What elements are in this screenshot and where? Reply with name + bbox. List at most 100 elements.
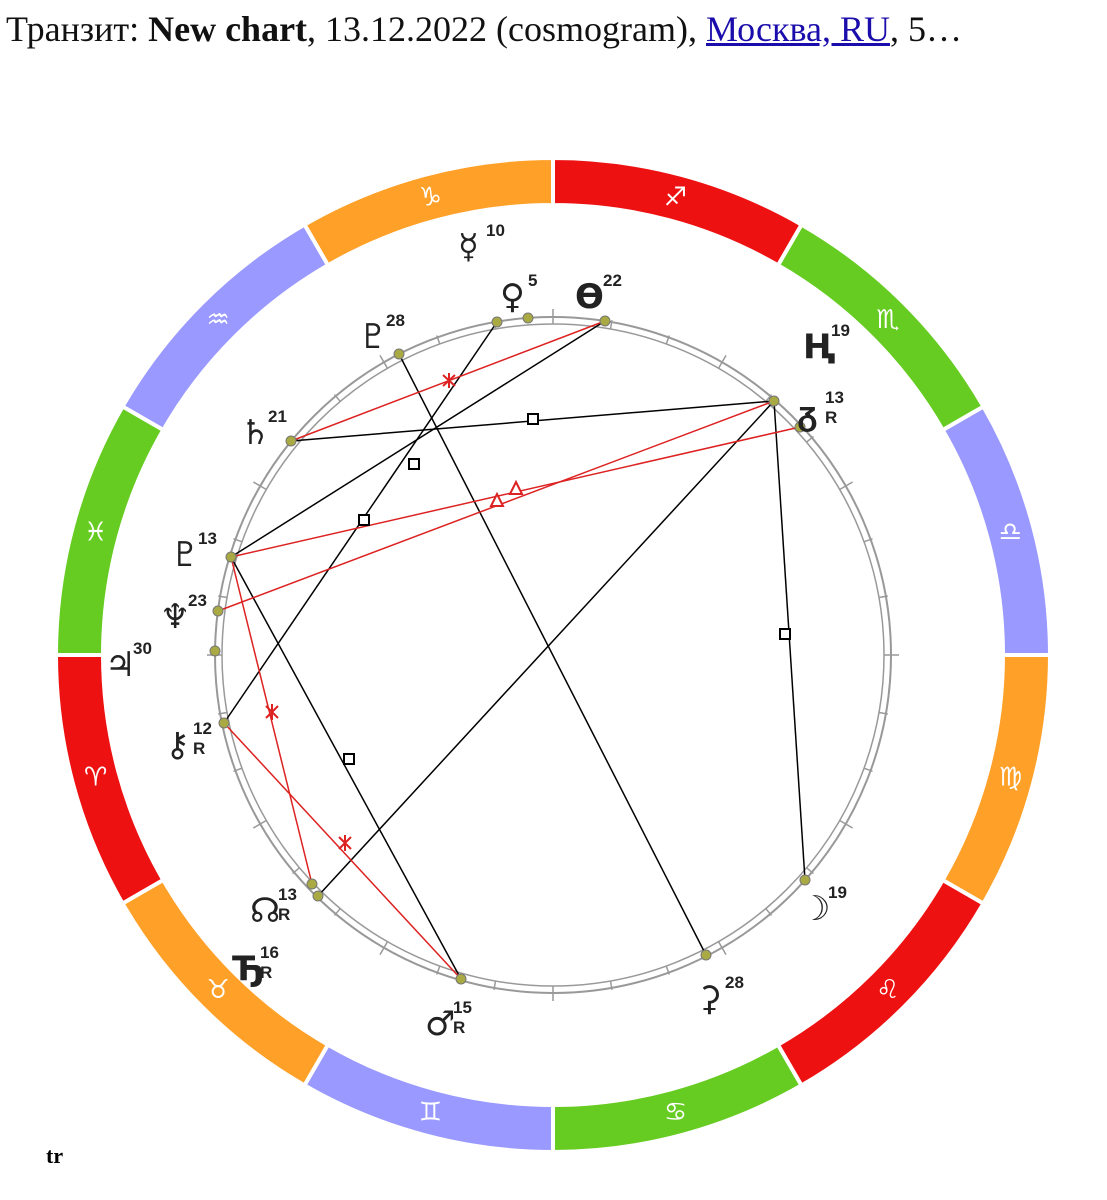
retrograde: R	[260, 963, 272, 982]
tick	[292, 867, 300, 875]
tick	[609, 320, 613, 330]
retrograde: R	[193, 739, 205, 758]
zodiac-sign: ♍	[999, 763, 1022, 793]
aspect-square	[779, 628, 791, 640]
tick	[233, 538, 243, 543]
tick	[333, 394, 341, 402]
zodiac-segment	[53, 653, 167, 907]
retrograde: R	[453, 1018, 465, 1037]
tick	[863, 767, 873, 772]
zodiac-sign: ♌	[876, 975, 899, 1005]
zodiac-sign: ♋	[664, 1097, 687, 1127]
tick	[765, 908, 773, 916]
aspect-line	[230, 556, 462, 980]
planet-dot	[599, 315, 611, 327]
tick	[333, 908, 341, 916]
planet-dot	[455, 973, 467, 985]
planet-degree: 13	[825, 388, 844, 407]
planet-degree: 21	[268, 407, 287, 426]
tick	[436, 335, 441, 345]
planet-degree: 19	[828, 883, 847, 902]
tick	[379, 941, 389, 956]
planet-dot	[306, 878, 318, 890]
planet-glyph: ♀	[500, 277, 525, 317]
zodiac-segment	[939, 653, 1053, 907]
tick	[252, 481, 267, 491]
planet-glyph: ⚳	[697, 979, 722, 1019]
planet-glyph: Ꚋ	[232, 949, 265, 989]
zodiac-segment	[53, 403, 167, 657]
zodiac-sign: ♉	[207, 975, 230, 1005]
zodiac-segment	[939, 403, 1053, 657]
aspect-line	[317, 400, 775, 897]
planet-degree: 28	[725, 973, 744, 992]
header: Транзит: New chart, 13.12.2022 (cosmogra…	[6, 8, 962, 50]
planet-glyph: ᵹ	[797, 394, 818, 434]
date: , 13.12.2022 (cosmogram),	[307, 9, 697, 49]
aspect-square	[527, 413, 539, 425]
planet-dot	[491, 316, 503, 328]
aspect-line	[230, 556, 313, 885]
aspect-sextile	[338, 835, 352, 851]
planet-degree: 5	[528, 271, 537, 290]
tick	[436, 965, 441, 975]
zodiac-sign: ♓	[84, 517, 107, 547]
planet-glyph: ♃	[105, 645, 135, 685]
planet-dot	[393, 348, 405, 360]
zodiac-sign: ♈	[84, 763, 107, 793]
planet-dot	[700, 949, 712, 961]
tick	[218, 595, 228, 599]
planet-degree: 13	[198, 529, 217, 548]
tick	[878, 711, 888, 715]
planet-degree: 30	[133, 639, 152, 658]
planet-glyph: ϴ	[575, 277, 604, 317]
aspect-trine	[489, 491, 505, 507]
aspects	[217, 320, 806, 980]
ticks	[207, 309, 899, 1001]
footer-label: tr	[46, 1143, 64, 1168]
planet-degree: 12	[193, 719, 212, 738]
planet-dot	[212, 605, 224, 617]
planet-glyph: ♂	[425, 1004, 455, 1044]
aspect-square	[343, 753, 355, 765]
aspect-line	[223, 722, 462, 980]
aspect-trine	[508, 479, 524, 495]
tick	[839, 481, 854, 491]
planet-degree: 16	[260, 943, 279, 962]
planet-glyph: ♄	[240, 413, 270, 453]
planet-dot	[312, 890, 324, 902]
planet-degree: 15	[453, 998, 472, 1017]
tick	[863, 538, 873, 543]
planet-glyph: Ң	[803, 327, 836, 367]
aspect-line	[398, 353, 707, 956]
tick	[665, 335, 670, 345]
tick	[218, 711, 228, 715]
planet-dot	[209, 645, 221, 657]
tick	[806, 435, 814, 443]
aspect-sextile	[442, 373, 456, 388]
zodiac-sign: ♎	[999, 517, 1022, 547]
tick	[765, 394, 773, 402]
tick	[493, 980, 497, 990]
zodiac-sign: ♐	[664, 183, 687, 213]
place-link[interactable]: Москва, RU	[705, 9, 890, 49]
aspect-line	[773, 400, 806, 881]
planet-dot	[794, 421, 806, 433]
prefix: Транзит:	[6, 9, 140, 49]
planet-glyph: ☽	[800, 889, 830, 929]
planet-dot	[225, 551, 237, 563]
tick	[252, 819, 267, 829]
planet-dot	[768, 395, 780, 407]
aspect-sextile	[265, 704, 279, 720]
planet-glyph: ☿	[458, 227, 479, 267]
retrograde: R	[278, 905, 290, 924]
rings: ♎ ♏ ♐ ♑ ♒ ♓ ♈ ♉ ♊ ♋ ♌ ♍	[53, 155, 1053, 1155]
chart-name: New chart	[148, 9, 308, 49]
tick	[665, 965, 670, 975]
aspect-square	[358, 514, 370, 526]
planet-dot	[799, 874, 811, 886]
planet-degree: 23	[188, 591, 207, 610]
